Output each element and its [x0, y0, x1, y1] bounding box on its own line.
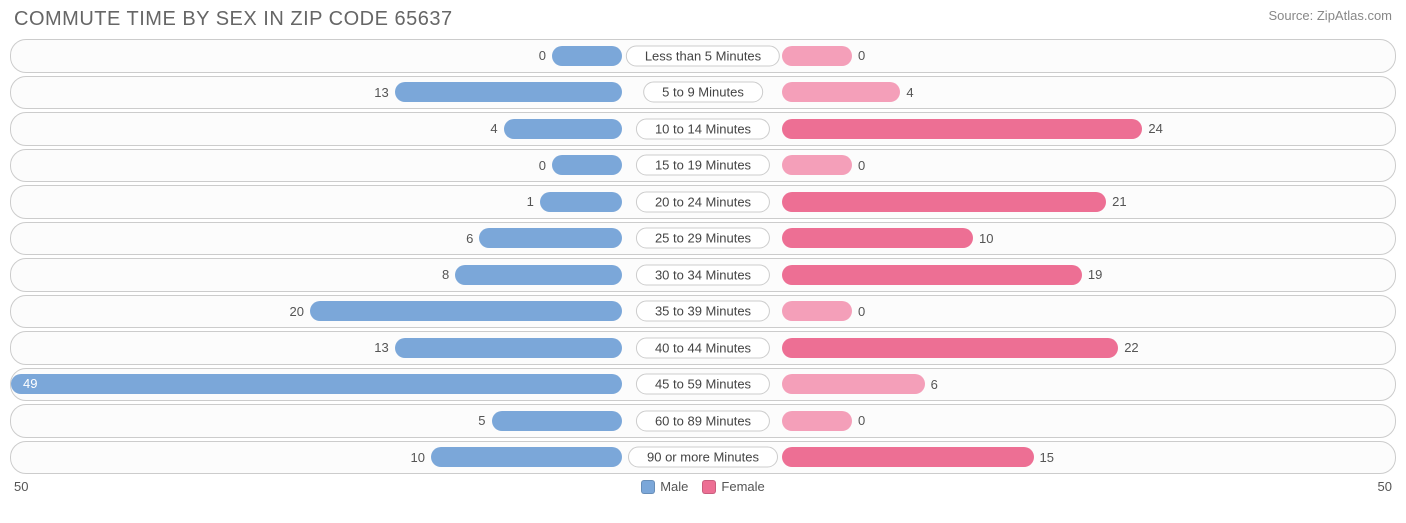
male-bar [431, 447, 622, 467]
female-value: 24 [1142, 121, 1168, 136]
chart-row: 0 0 15 to 19 Minutes [10, 149, 1396, 183]
female-bar [782, 338, 1118, 358]
male-value: 6 [460, 231, 479, 246]
female-value: 21 [1106, 194, 1132, 209]
category-label: 10 to 14 Minutes [636, 118, 770, 139]
male-value: 8 [436, 267, 455, 282]
male-bar [552, 155, 622, 175]
category-label: Less than 5 Minutes [626, 45, 780, 66]
swatch-female [702, 480, 716, 494]
legend-item-female: Female [702, 479, 764, 494]
category-label: 90 or more Minutes [628, 447, 778, 468]
category-label: 15 to 19 Minutes [636, 155, 770, 176]
chart-row: 4 24 10 to 14 Minutes [10, 112, 1396, 146]
chart-source: Source: ZipAtlas.com [1268, 8, 1392, 23]
male-bar [310, 301, 622, 321]
female-value: 0 [852, 158, 871, 173]
legend-item-male: Male [641, 479, 688, 494]
male-value: 20 [284, 304, 310, 319]
male-value: 49 [17, 376, 43, 391]
male-bar [479, 228, 622, 248]
axis-right-max: 50 [1378, 479, 1392, 494]
category-label: 20 to 24 Minutes [636, 191, 770, 212]
category-label: 60 to 89 Minutes [636, 410, 770, 431]
female-value: 10 [973, 231, 999, 246]
male-value: 13 [368, 85, 394, 100]
female-bar [782, 301, 852, 321]
female-bar [782, 265, 1082, 285]
chart-row: 1 21 20 to 24 Minutes [10, 185, 1396, 219]
male-bar [395, 82, 622, 102]
chart-row: 6 10 25 to 29 Minutes [10, 222, 1396, 256]
female-value: 22 [1118, 340, 1144, 355]
female-value: 0 [852, 48, 871, 63]
chart-row: 8 19 30 to 34 Minutes [10, 258, 1396, 292]
male-value: 13 [368, 340, 394, 355]
female-value: 15 [1034, 450, 1060, 465]
chart-title: COMMUTE TIME BY SEX IN ZIP CODE 65637 [14, 8, 453, 31]
female-bar [782, 46, 852, 66]
female-value: 4 [900, 85, 919, 100]
female-value: 0 [852, 304, 871, 319]
female-bar [782, 192, 1106, 212]
male-bar: 49 [11, 374, 622, 394]
legend-label-female: Female [721, 479, 764, 494]
chart-header: COMMUTE TIME BY SEX IN ZIP CODE 65637 So… [0, 0, 1406, 35]
male-bar [504, 119, 622, 139]
male-value: 0 [533, 158, 552, 173]
female-bar [782, 228, 973, 248]
male-value: 1 [521, 194, 540, 209]
female-bar [782, 447, 1034, 467]
male-bar [540, 192, 622, 212]
swatch-male [641, 480, 655, 494]
male-value: 4 [484, 121, 503, 136]
category-label: 30 to 34 Minutes [636, 264, 770, 285]
category-label: 25 to 29 Minutes [636, 228, 770, 249]
chart-row: 5 0 60 to 89 Minutes [10, 404, 1396, 438]
axis-left-max: 50 [14, 479, 28, 494]
category-label: 45 to 59 Minutes [636, 374, 770, 395]
male-bar [455, 265, 622, 285]
chart-area: 0 0 Less than 5 Minutes 13 4 5 to 9 Minutes 4 2… [0, 35, 1406, 474]
female-bar [782, 155, 852, 175]
chart-row: 13 22 40 to 44 Minutes [10, 331, 1396, 365]
female-value: 0 [852, 413, 871, 428]
legend-label-male: Male [660, 479, 688, 494]
axis-row: 50 Male Female 50 [0, 477, 1406, 494]
female-bar [782, 82, 900, 102]
female-bar [782, 119, 1142, 139]
male-value: 10 [405, 450, 431, 465]
chart-row: 0 0 Less than 5 Minutes [10, 39, 1396, 73]
male-bar [552, 46, 622, 66]
male-value: 0 [533, 48, 552, 63]
chart-row: 20 0 35 to 39 Minutes [10, 295, 1396, 329]
male-bar [395, 338, 622, 358]
category-label: 5 to 9 Minutes [643, 82, 763, 103]
chart-row: 10 15 90 or more Minutes [10, 441, 1396, 475]
legend: Male Female [641, 479, 765, 494]
category-label: 40 to 44 Minutes [636, 337, 770, 358]
female-value: 19 [1082, 267, 1108, 282]
chart-row: 49 6 45 to 59 Minutes [10, 368, 1396, 402]
female-bar [782, 374, 925, 394]
category-label: 35 to 39 Minutes [636, 301, 770, 322]
female-bar [782, 411, 852, 431]
female-value: 6 [925, 377, 944, 392]
male-value: 5 [472, 413, 491, 428]
chart-row: 13 4 5 to 9 Minutes [10, 76, 1396, 110]
male-bar [492, 411, 623, 431]
